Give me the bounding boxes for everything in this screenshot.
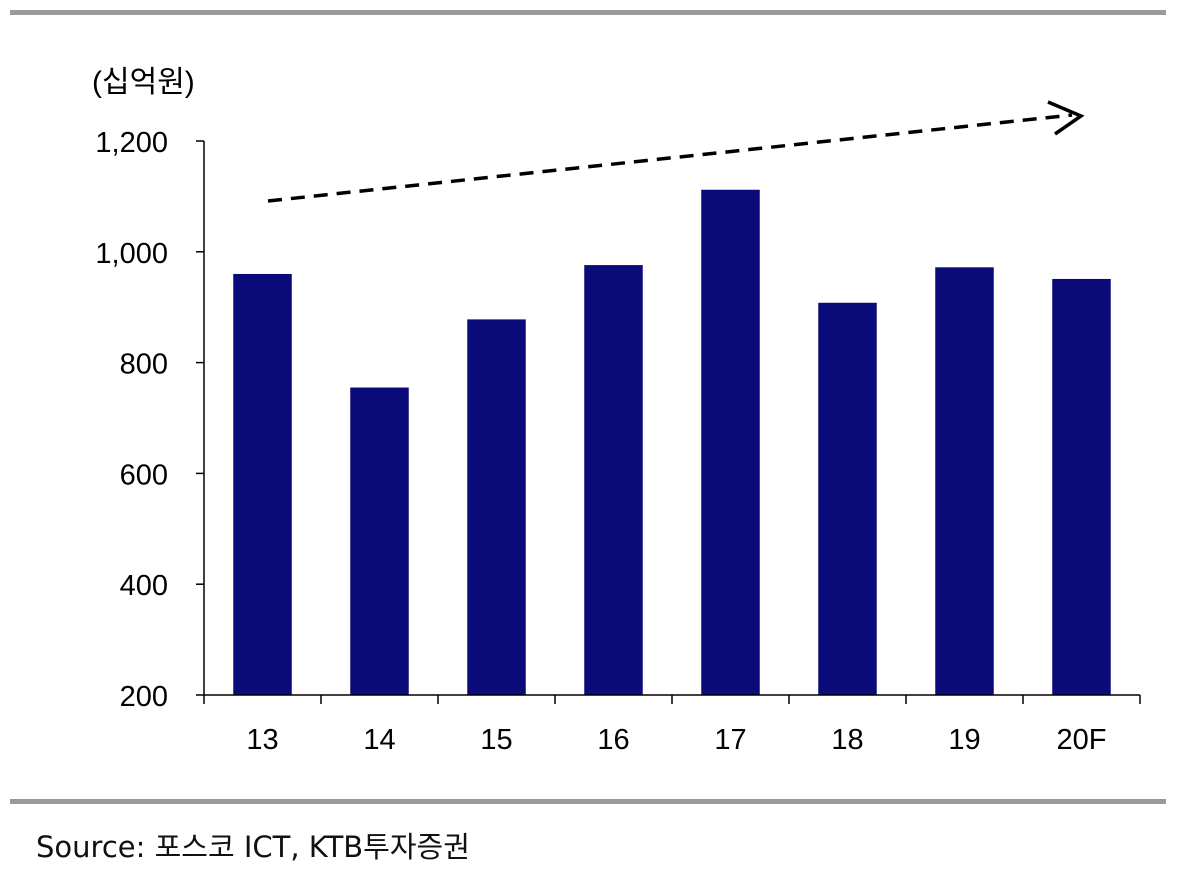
y-tick-label: 400 [120, 570, 168, 602]
x-tick-label: 18 [831, 724, 863, 756]
bottom-rule [10, 799, 1166, 804]
y-tick-label: 1,200 [95, 127, 168, 159]
y-tick-label: 600 [120, 459, 168, 491]
bar-17 [701, 189, 760, 695]
x-tick-label: 16 [597, 724, 629, 756]
axis-layer: 200 400 600 800 1,000 1,200 13 14 15 16 17 18 19 20F [95, 127, 1141, 756]
top-rule [10, 10, 1166, 15]
trend-arrow-head [1047, 100, 1085, 136]
x-tick-label: 13 [246, 724, 278, 756]
y-tick-label: 1,000 [95, 238, 168, 270]
unit-label: (십억원) [92, 66, 195, 99]
x-tick-label: 17 [714, 724, 746, 756]
y-tick-label: 200 [120, 681, 168, 713]
bar-19 [935, 267, 994, 695]
trend-arrow [267, 100, 1085, 203]
trend-arrow-line [267, 113, 1073, 203]
bars-layer [233, 189, 1111, 695]
x-tick-label: 14 [363, 724, 395, 756]
bar-18 [818, 302, 877, 695]
bar-14 [350, 387, 409, 695]
y-tick-label: 800 [120, 349, 168, 381]
bar-chart: (십억원) 200 400 600 800 1,000 1,200 13 14 15 16 17 18… [92, 66, 1141, 756]
bar-15 [467, 319, 526, 695]
source-note: Source: 포스코 ICT, KTB투자증권 [36, 830, 470, 864]
bar-16 [584, 265, 643, 695]
bar-20F [1052, 278, 1111, 695]
x-tick-label: 20F [1057, 724, 1107, 756]
x-tick-label: 19 [948, 724, 980, 756]
bar-13 [233, 273, 292, 695]
x-tick-label: 15 [480, 724, 512, 756]
